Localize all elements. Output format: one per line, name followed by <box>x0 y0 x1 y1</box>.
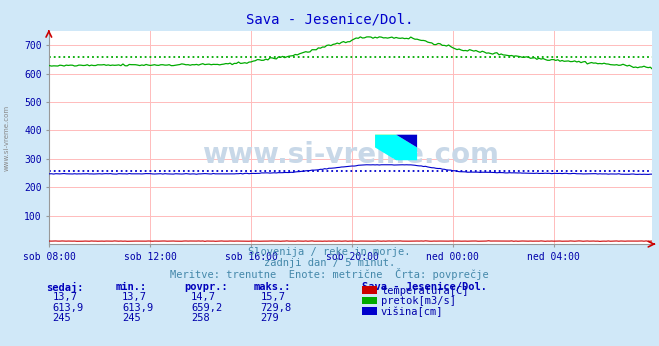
Text: Slovenija / reke in morje.: Slovenija / reke in morje. <box>248 247 411 257</box>
Text: Meritve: trenutne  Enote: metrične  Črta: povprečje: Meritve: trenutne Enote: metrične Črta: … <box>170 268 489 280</box>
Text: temperatura[C]: temperatura[C] <box>381 286 469 295</box>
Text: 279: 279 <box>260 313 279 323</box>
Text: 613,9: 613,9 <box>122 303 153 313</box>
Text: 729,8: 729,8 <box>260 303 291 313</box>
Text: povpr.:: povpr.: <box>185 282 228 292</box>
Text: 15,7: 15,7 <box>260 292 285 302</box>
Text: maks.:: maks.: <box>254 282 291 292</box>
Text: 14,7: 14,7 <box>191 292 216 302</box>
Text: 13,7: 13,7 <box>53 292 78 302</box>
Polygon shape <box>396 135 417 147</box>
Polygon shape <box>375 135 396 147</box>
Text: višina[cm]: višina[cm] <box>381 306 444 317</box>
Polygon shape <box>375 135 417 160</box>
Text: www.si-vreme.com: www.si-vreme.com <box>202 140 500 169</box>
Text: 613,9: 613,9 <box>53 303 84 313</box>
Text: min.:: min.: <box>115 282 146 292</box>
Text: www.si-vreme.com: www.si-vreme.com <box>3 105 9 172</box>
Text: 13,7: 13,7 <box>122 292 147 302</box>
Text: 245: 245 <box>53 313 71 323</box>
Text: Sava - Jesenice/Dol.: Sava - Jesenice/Dol. <box>246 12 413 26</box>
Text: zadnji dan / 5 minut.: zadnji dan / 5 minut. <box>264 258 395 268</box>
Text: Sava - Jesenice/Dol.: Sava - Jesenice/Dol. <box>362 282 488 292</box>
Text: 258: 258 <box>191 313 210 323</box>
Text: sedaj:: sedaj: <box>46 282 84 293</box>
Text: pretok[m3/s]: pretok[m3/s] <box>381 296 456 306</box>
Text: 245: 245 <box>122 313 140 323</box>
Text: 659,2: 659,2 <box>191 303 222 313</box>
